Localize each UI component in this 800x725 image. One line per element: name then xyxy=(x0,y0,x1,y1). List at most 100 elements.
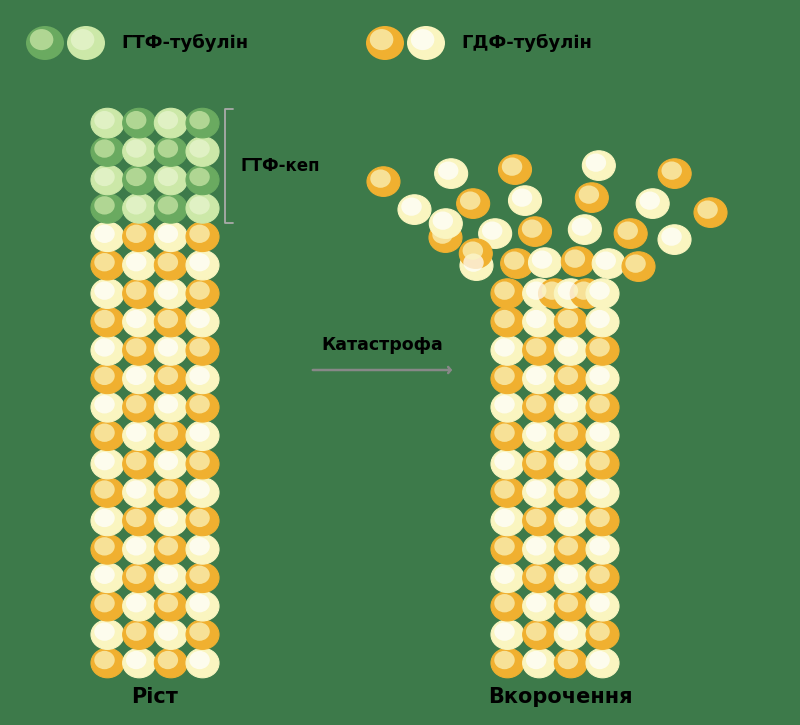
Ellipse shape xyxy=(592,249,625,278)
Ellipse shape xyxy=(494,623,514,641)
Ellipse shape xyxy=(463,254,484,272)
Ellipse shape xyxy=(586,279,619,308)
Ellipse shape xyxy=(122,336,156,365)
Ellipse shape xyxy=(522,648,556,678)
Ellipse shape xyxy=(411,29,434,50)
Ellipse shape xyxy=(126,339,146,357)
Ellipse shape xyxy=(94,139,114,158)
Ellipse shape xyxy=(491,478,524,508)
Ellipse shape xyxy=(186,592,219,621)
Ellipse shape xyxy=(158,310,178,328)
Ellipse shape xyxy=(526,452,546,471)
Ellipse shape xyxy=(126,623,146,641)
Ellipse shape xyxy=(186,250,219,280)
Ellipse shape xyxy=(526,367,546,385)
Ellipse shape xyxy=(154,108,187,138)
Ellipse shape xyxy=(526,566,546,584)
Ellipse shape xyxy=(590,481,610,499)
Ellipse shape xyxy=(154,336,187,365)
Ellipse shape xyxy=(626,254,646,273)
Ellipse shape xyxy=(558,395,578,413)
Ellipse shape xyxy=(586,392,619,422)
Ellipse shape xyxy=(694,198,727,228)
Ellipse shape xyxy=(562,247,594,276)
Ellipse shape xyxy=(570,279,603,308)
Ellipse shape xyxy=(94,253,114,271)
Ellipse shape xyxy=(122,648,156,678)
Ellipse shape xyxy=(586,450,619,479)
Ellipse shape xyxy=(190,167,210,186)
Ellipse shape xyxy=(618,221,638,240)
Ellipse shape xyxy=(154,165,187,195)
Ellipse shape xyxy=(529,248,562,278)
Ellipse shape xyxy=(190,423,210,442)
Ellipse shape xyxy=(26,26,64,60)
Ellipse shape xyxy=(586,421,619,450)
Ellipse shape xyxy=(158,339,178,357)
Ellipse shape xyxy=(532,250,552,269)
Ellipse shape xyxy=(94,566,114,584)
Ellipse shape xyxy=(122,222,156,252)
Ellipse shape xyxy=(190,196,210,215)
Ellipse shape xyxy=(658,225,691,254)
Ellipse shape xyxy=(491,534,524,564)
Ellipse shape xyxy=(154,307,187,337)
Ellipse shape xyxy=(122,421,156,450)
Ellipse shape xyxy=(186,563,219,592)
Ellipse shape xyxy=(582,151,615,181)
Ellipse shape xyxy=(94,225,114,243)
Ellipse shape xyxy=(572,218,592,236)
Ellipse shape xyxy=(522,592,556,621)
Ellipse shape xyxy=(491,450,524,479)
Ellipse shape xyxy=(590,594,610,613)
Ellipse shape xyxy=(554,450,587,479)
Ellipse shape xyxy=(186,421,219,450)
Ellipse shape xyxy=(190,509,210,527)
Ellipse shape xyxy=(186,450,219,479)
Ellipse shape xyxy=(126,367,146,385)
Ellipse shape xyxy=(91,250,124,280)
Ellipse shape xyxy=(494,509,514,527)
Ellipse shape xyxy=(190,253,210,271)
Ellipse shape xyxy=(154,222,187,252)
Ellipse shape xyxy=(522,563,556,592)
Ellipse shape xyxy=(186,307,219,337)
Ellipse shape xyxy=(190,452,210,471)
Ellipse shape xyxy=(518,217,551,246)
Ellipse shape xyxy=(94,623,114,641)
Ellipse shape xyxy=(522,450,556,479)
Ellipse shape xyxy=(509,186,542,215)
Ellipse shape xyxy=(370,170,390,188)
Text: Вкорочення: Вкорочення xyxy=(488,687,632,707)
Ellipse shape xyxy=(190,310,210,328)
Ellipse shape xyxy=(158,139,178,158)
Ellipse shape xyxy=(590,395,610,413)
Ellipse shape xyxy=(639,191,660,210)
Ellipse shape xyxy=(595,252,616,270)
Ellipse shape xyxy=(522,307,556,337)
Ellipse shape xyxy=(158,651,178,669)
Ellipse shape xyxy=(186,222,219,252)
Ellipse shape xyxy=(558,452,578,471)
Ellipse shape xyxy=(94,281,114,300)
Ellipse shape xyxy=(522,392,556,422)
Ellipse shape xyxy=(126,651,146,669)
Ellipse shape xyxy=(590,452,610,471)
Ellipse shape xyxy=(494,395,514,413)
Ellipse shape xyxy=(122,592,156,621)
Ellipse shape xyxy=(158,253,178,271)
Ellipse shape xyxy=(565,249,585,268)
Ellipse shape xyxy=(158,167,178,186)
Ellipse shape xyxy=(91,478,124,508)
Ellipse shape xyxy=(122,534,156,564)
Ellipse shape xyxy=(91,592,124,621)
Ellipse shape xyxy=(636,188,669,218)
Ellipse shape xyxy=(494,481,514,499)
Ellipse shape xyxy=(91,336,124,365)
Ellipse shape xyxy=(122,392,156,422)
Ellipse shape xyxy=(190,651,210,669)
Ellipse shape xyxy=(491,592,524,621)
Ellipse shape xyxy=(494,339,514,357)
Ellipse shape xyxy=(554,592,587,621)
Ellipse shape xyxy=(186,279,219,308)
